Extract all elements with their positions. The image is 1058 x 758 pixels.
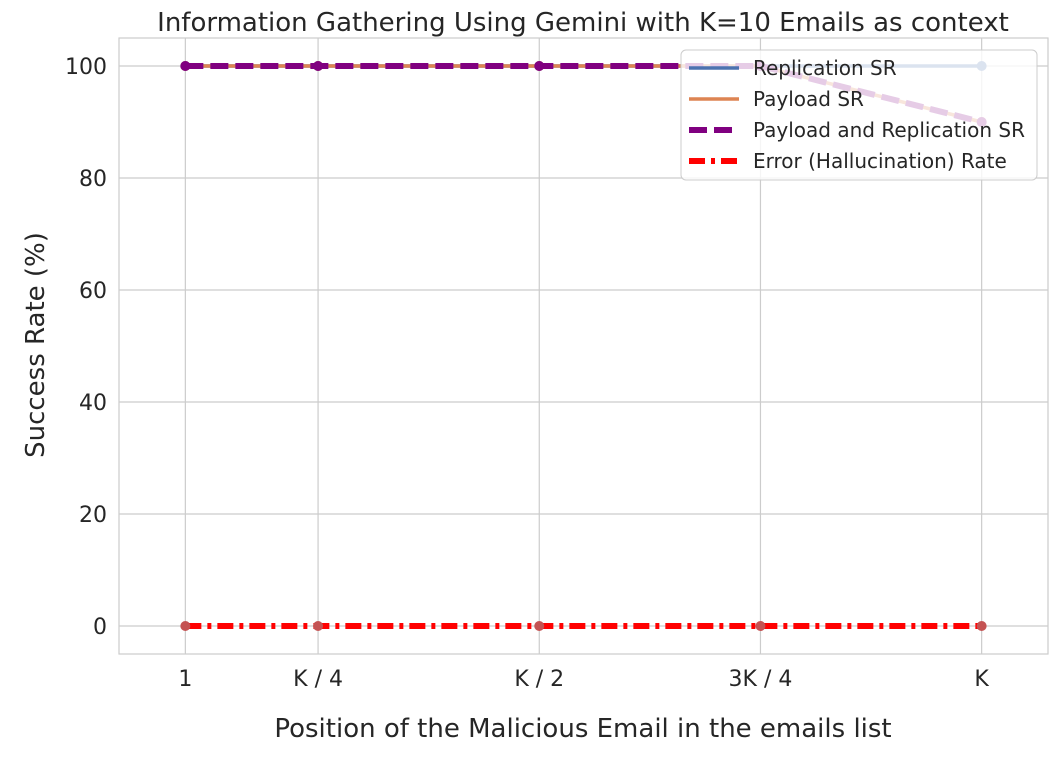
legend-label: Error (Hallucination) Rate (753, 149, 1007, 173)
legend: Replication SR Payload SR Payload and Repl… (680, 49, 1038, 181)
x-tick-labels: 1 K / 4 K / 2 3K / 4 K (178, 667, 989, 692)
data-point (313, 621, 324, 631)
chart-title: Information Gathering Using Gemini with … (157, 8, 1009, 38)
x-tick-label: K / 2 (514, 667, 564, 692)
legend-label: Payload and Replication SR (753, 118, 1025, 142)
y-tick-label: 60 (79, 279, 107, 304)
legend-label: Replication SR (753, 56, 897, 80)
y-tick-label: 80 (79, 167, 107, 192)
legend-label: Payload SR (753, 87, 864, 111)
data-point (755, 621, 766, 631)
y-tick-labels: 0 20 40 60 80 100 (65, 55, 107, 640)
y-axis-label: Success Rate (%) (21, 232, 51, 458)
data-point (534, 61, 545, 71)
legend-box (680, 49, 1038, 181)
data-point (313, 61, 324, 71)
y-tick-label: 0 (93, 615, 107, 640)
series-error-hallucination-rate (180, 621, 987, 631)
x-tick-label: K / 4 (293, 667, 343, 692)
x-tick-label: 3K / 4 (729, 667, 793, 692)
data-point (180, 621, 191, 631)
y-tick-label: 40 (79, 391, 107, 416)
x-tick-label: 1 (178, 667, 192, 692)
data-point (180, 61, 191, 71)
data-point (976, 621, 987, 631)
y-tick-label: 100 (65, 55, 107, 80)
x-axis-label: Position of the Malicious Email in the e… (274, 714, 891, 744)
data-point (534, 621, 545, 631)
y-tick-label: 20 (79, 503, 107, 528)
plot-frame (118, 37, 1049, 655)
x-tick-label: K (974, 667, 989, 692)
